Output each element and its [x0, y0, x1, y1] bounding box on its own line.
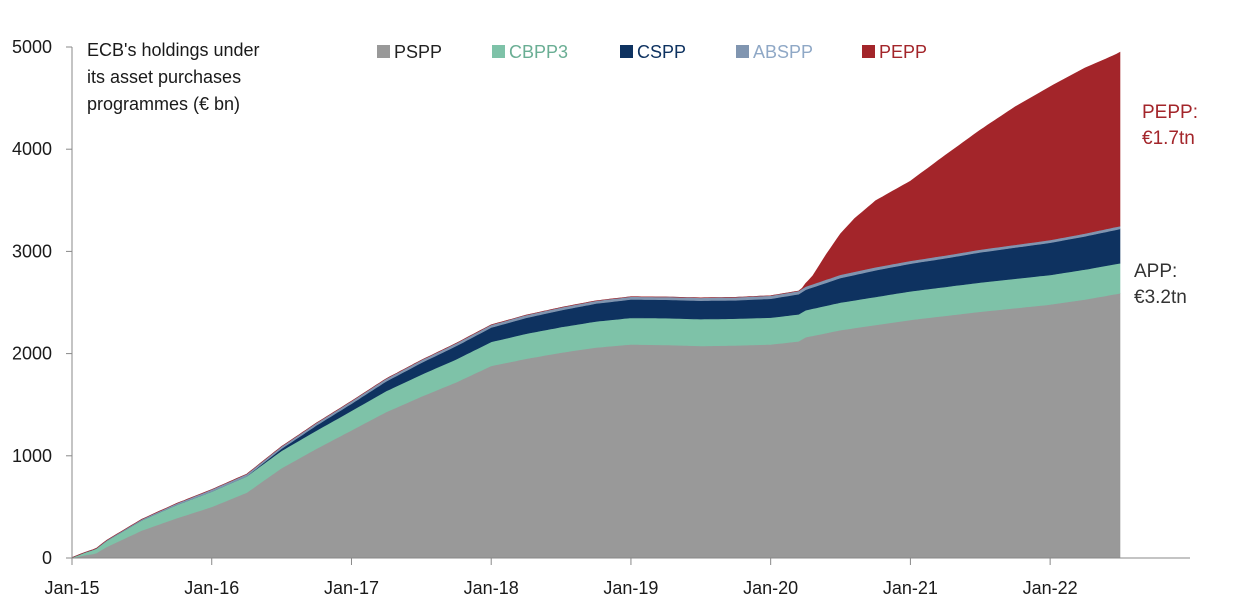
x-tick-label: Jan-20 [743, 578, 798, 598]
annotation-pepp-line-2: €1.7tn [1142, 128, 1195, 149]
annotation-pepp-line-1: PEPP: [1142, 102, 1198, 123]
legend-label-cbpp3: CBPP3 [509, 42, 568, 62]
title-line-3: programmes (€ bn) [87, 94, 240, 114]
title-line-2: its asset purchases [87, 67, 241, 87]
x-tick-label: Jan-19 [603, 578, 658, 598]
y-tick-label: 3000 [12, 241, 52, 261]
y-axis-ticks: 0 1000 2000 3000 4000 5000 [12, 37, 72, 568]
legend-swatch-cspp [620, 45, 633, 58]
annotation-app-line-1: APP: [1134, 261, 1177, 282]
legend-swatch-cbpp3 [492, 45, 505, 58]
x-tick-label: Jan-21 [883, 578, 938, 598]
legend-label-cspp: CSPP [637, 42, 686, 62]
x-axis-ticks: Jan-15 Jan-16 Jan-17 Jan-18 Jan-19 Jan-20 Jan-… [44, 558, 1078, 598]
legend-label-abspp: ABSPP [753, 42, 813, 62]
legend-swatch-pspp [377, 45, 390, 58]
legend-label-pepp: PEPP [879, 42, 927, 62]
annotation-app-line-2: €3.2tn [1134, 287, 1187, 308]
legend: PSPP CBPP3 CSPP ABSPP PEPP [377, 42, 927, 62]
legend-swatch-pepp [862, 45, 875, 58]
stacked-areas [71, 51, 1121, 559]
y-tick-label: 5000 [12, 37, 52, 57]
legend-swatch-abspp [736, 45, 749, 58]
annotations: PEPP: €1.7tn APP: €3.2tn [1134, 102, 1198, 308]
x-tick-label: Jan-18 [464, 578, 519, 598]
y-tick-label: 1000 [12, 446, 52, 466]
x-tick-label: Jan-22 [1023, 578, 1078, 598]
x-tick-label: Jan-16 [184, 578, 239, 598]
legend-label-pspp: PSPP [394, 42, 442, 62]
y-tick-label: 0 [42, 548, 52, 568]
x-tick-label: Jan-17 [324, 578, 379, 598]
y-tick-label: 4000 [12, 139, 52, 159]
y-tick-label: 2000 [12, 344, 52, 364]
title-line-1: ECB's holdings under [87, 40, 260, 60]
area-pepp [71, 51, 1121, 558]
chart-title: ECB's holdings under its asset purchases… [87, 40, 260, 114]
x-tick-label: Jan-15 [44, 578, 99, 598]
